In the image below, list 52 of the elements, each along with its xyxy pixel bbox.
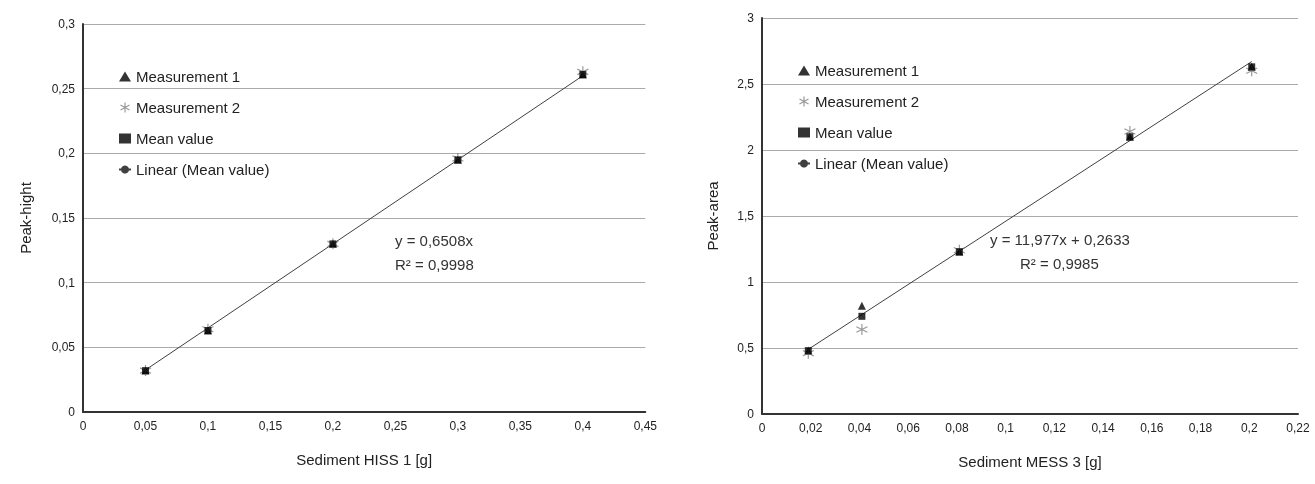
y-tick-label: 0,2 xyxy=(58,146,76,161)
x-tick-label: 0,2 xyxy=(324,419,342,433)
annotation: R² = 0,9998 xyxy=(395,256,474,273)
annotation: y = 0,6508x xyxy=(395,232,474,249)
x-axis-title: Sediment MESS 3 [g] xyxy=(958,453,1102,470)
y-axis-title: Peak-hight xyxy=(17,181,34,254)
legend-label: Mean value xyxy=(815,124,893,141)
x-tick-label: 0,04 xyxy=(847,421,872,435)
legend-label: Linear (Mean value) xyxy=(136,161,270,178)
x-tick-label: 0,3 xyxy=(449,419,467,433)
x-tick-label: 0,16 xyxy=(1140,421,1164,435)
x-tick-label: 0,12 xyxy=(1042,421,1067,435)
y-tick-label: 2,5 xyxy=(737,77,755,91)
x-axis-title: Sediment HISS 1 [g] xyxy=(296,451,433,468)
x-tick-label: 0 xyxy=(758,421,766,435)
y-tick-label: 0,3 xyxy=(58,17,76,31)
x-tick-label: 0,18 xyxy=(1188,421,1213,435)
y-tick-label: 1 xyxy=(747,275,755,289)
y-tick-label: 0,1 xyxy=(58,275,76,290)
y-tick-label: 0 xyxy=(747,407,755,421)
legend-label: Measurement 1 xyxy=(815,62,920,79)
x-tick-label: 0,15 xyxy=(258,419,283,433)
legend-label: Measurement 2 xyxy=(136,99,241,116)
x-tick-label: 0,2 xyxy=(1240,421,1258,435)
y-tick-label: 2 xyxy=(747,143,755,157)
x-tick-label: 0,05 xyxy=(133,419,158,433)
x-tick-label: 0 xyxy=(79,419,87,433)
x-tick-label: 0,4 xyxy=(574,419,592,433)
annotation: R² = 0,9985 xyxy=(1020,255,1099,272)
annotation: y = 11,977x + 0,2633 xyxy=(990,231,1130,248)
x-tick-label: 0,22 xyxy=(1286,421,1310,435)
y-tick-label: 0,5 xyxy=(737,341,755,355)
x-tick-label: 0,25 xyxy=(383,419,408,433)
x-tick-label: 0,1 xyxy=(997,421,1015,435)
legend-label: Linear (Mean value) xyxy=(815,155,949,172)
x-tick-label: 0,06 xyxy=(896,421,921,435)
y-tick-label: 3 xyxy=(747,11,755,25)
x-tick-label: 0,08 xyxy=(945,421,969,435)
legend-label: Measurement 1 xyxy=(136,68,241,85)
y-tick-label: 0,15 xyxy=(51,211,76,225)
legend-label: Measurement 2 xyxy=(815,93,920,110)
y-tick-label: 0 xyxy=(68,405,76,419)
x-tick-label: 0,1 xyxy=(199,419,217,433)
y-axis-title: Peak-area xyxy=(704,180,721,251)
x-tick-label: 0,45 xyxy=(633,419,658,433)
y-tick-label: 0,25 xyxy=(51,81,76,96)
x-tick-label: 0,35 xyxy=(508,419,533,433)
legend-label: Mean value xyxy=(136,130,214,147)
x-tick-label: 0,14 xyxy=(1091,421,1116,435)
x-tick-label: 0,02 xyxy=(799,421,823,435)
y-tick-label: 1,5 xyxy=(737,209,755,223)
y-tick-label: 0,05 xyxy=(51,340,76,355)
